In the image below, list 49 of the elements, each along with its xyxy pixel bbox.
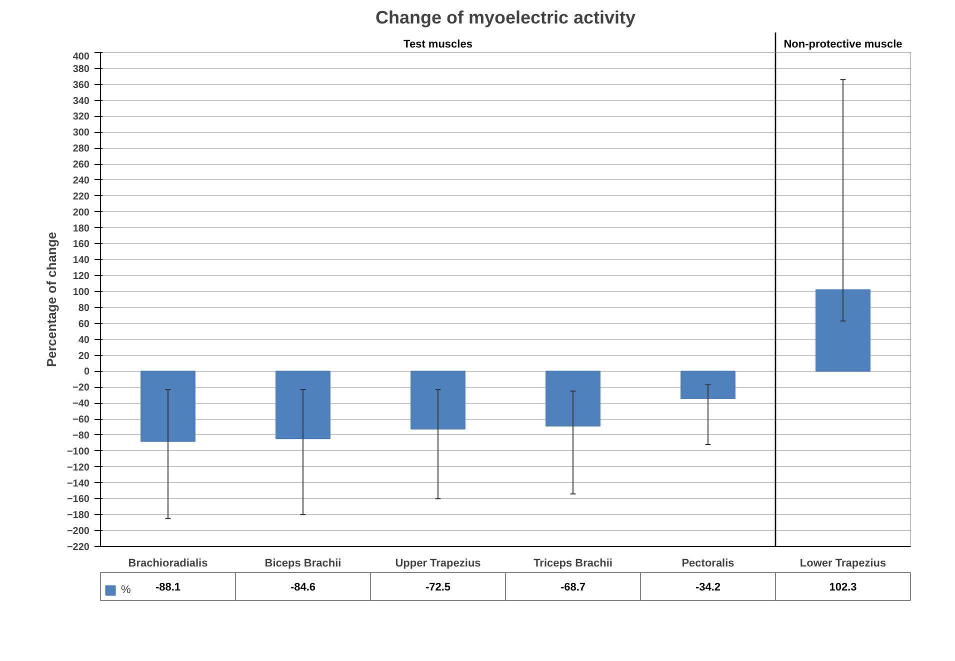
y-tick-label: −120 [66, 462, 90, 474]
x-tick-label: Biceps Brachii [264, 558, 342, 570]
chart-title: Change of myoelectric activity [375, 8, 636, 28]
data-label: -34.2 [695, 582, 721, 594]
y-tick-label: 60 [78, 318, 90, 330]
data-label: -68.7 [560, 582, 586, 594]
y-tick-label: 400 [72, 52, 90, 62]
data-label: 102.3 [829, 582, 857, 594]
x-tick-label: Upper Trapezius [395, 558, 481, 570]
y-tick-label: 340 [72, 96, 90, 107]
y-tick-label: 0 [84, 366, 90, 378]
y-tick-label: 280 [72, 144, 90, 155]
y-tick-label: −100 [66, 446, 90, 458]
y-tick-label: 40 [78, 334, 90, 346]
y-tick-label: 180 [72, 223, 90, 234]
y-tick-label: 300 [72, 128, 90, 139]
y-tick-label: 240 [72, 175, 90, 186]
y-tick-label: 20 [78, 350, 90, 362]
x-tick-label: Pectoralis [682, 558, 734, 570]
x-tick-label: Lower Trapezius [800, 558, 886, 570]
y-tick-label: 380 [72, 64, 90, 75]
y-tick-label: −80 [72, 430, 90, 442]
y-tick-label: 100 [72, 287, 90, 298]
x-tick-label: Triceps Brachii [534, 558, 612, 570]
y-tick-label: 260 [72, 160, 90, 171]
data-label: -84.6 [290, 582, 316, 594]
y-tick-label: 220 [72, 191, 90, 202]
y-tick-label: 120 [72, 271, 90, 282]
y-tick-label: 320 [72, 112, 90, 123]
band-label: Test muscles [404, 38, 472, 50]
y-tick-label: 160 [72, 239, 90, 250]
band-label: Non-protective muscle [784, 38, 902, 50]
data-label: -88.1 [155, 582, 181, 594]
y-tick-label: −60 [72, 414, 90, 426]
y-tick-label: 80 [78, 302, 90, 314]
x-tick-label: Brachioradialis [128, 558, 208, 570]
y-tick-label: −20 [72, 382, 90, 394]
y-tick-label: −220 [66, 542, 90, 553]
y-tick-label: −140 [66, 478, 90, 490]
y-tick-label: 200 [72, 207, 90, 218]
y-tick-label: −40 [72, 398, 90, 410]
y-tick-label: 140 [72, 255, 90, 266]
y-tick-label: −200 [66, 526, 90, 538]
y-tick-label: 360 [72, 80, 90, 91]
legend-label: % [121, 584, 132, 596]
data-label: -72.5 [425, 582, 451, 594]
y-tick-label: −180 [66, 510, 90, 522]
y-axis-title: Percentage of change [44, 232, 59, 368]
y-tick-label: −160 [66, 494, 90, 506]
